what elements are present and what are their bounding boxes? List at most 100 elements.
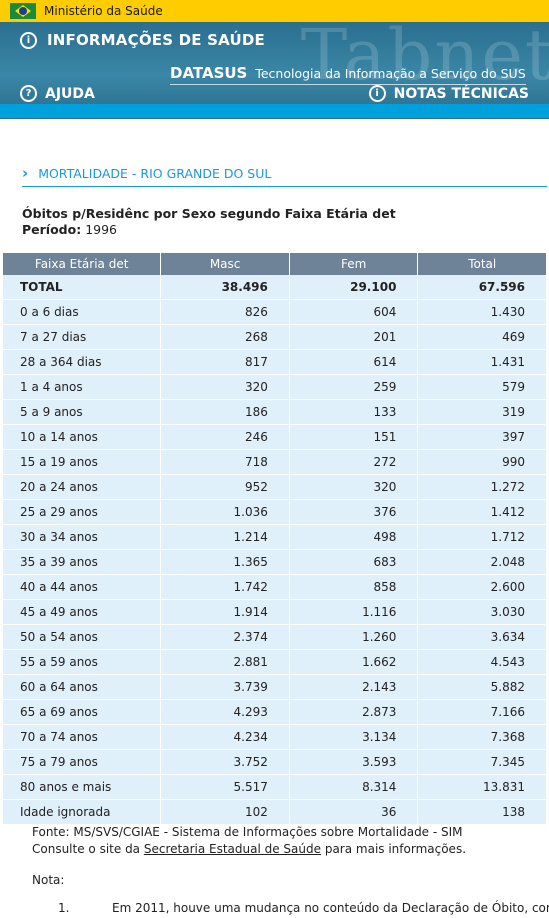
- table-row: 35 a 39 anos 1.365 683 2.048: [3, 550, 546, 575]
- ministry-link[interactable]: Ministério da Saúde: [44, 4, 163, 18]
- note-text: Em 2011, houve uma mudança no conteúdo d…: [112, 901, 549, 915]
- row-label-cell: TOTAL: [3, 275, 161, 300]
- value-cell: 1.914: [161, 600, 289, 625]
- help-label: AJUDA: [45, 85, 95, 102]
- table-row: 1 a 4 anos 320 259 579: [3, 375, 546, 400]
- table-row: 30 a 34 anos 1.214 498 1.712: [3, 525, 546, 550]
- value-cell: 498: [289, 525, 418, 550]
- row-label-cell: 1 a 4 anos: [3, 375, 161, 400]
- table-row: 40 a 44 anos 1.742 858 2.600: [3, 575, 546, 600]
- value-cell: 3.739: [161, 675, 289, 700]
- row-label-cell: 25 a 29 anos: [3, 500, 161, 525]
- value-cell: 38.496: [161, 275, 289, 300]
- table-row: 20 a 24 anos 952 320 1.272: [3, 475, 546, 500]
- table-row: 75 a 79 anos 3.752 3.593 7.345: [3, 750, 546, 775]
- row-label-cell: 75 a 79 anos: [3, 750, 161, 775]
- value-cell: 718: [161, 450, 289, 475]
- value-cell: 2.143: [289, 675, 418, 700]
- value-cell: 3.593: [289, 750, 418, 775]
- value-cell: 1.412: [418, 500, 546, 525]
- value-cell: 614: [289, 350, 418, 375]
- column-header-fem: Fem: [289, 253, 418, 275]
- period-value: 1996: [85, 222, 118, 237]
- column-header-total: Total: [418, 253, 546, 275]
- government-bar: Ministério da Saúde: [0, 0, 549, 22]
- footer-source: Fonte: MS/SVS/CGIAE - Sistema de Informa…: [32, 824, 466, 858]
- value-cell: 826: [161, 300, 289, 325]
- value-cell: 151: [289, 425, 418, 450]
- table-row: 25 a 29 anos 1.036 376 1.412: [3, 500, 546, 525]
- tabnet-watermark: Tabnet: [300, 22, 549, 96]
- value-cell: 604: [289, 300, 418, 325]
- table-row: Idade ignorada 102 36 138: [3, 800, 546, 825]
- technical-notes-link[interactable]: i NOTAS TÉCNICAS: [368, 85, 529, 102]
- value-cell: 1.272: [418, 475, 546, 500]
- value-cell: 5.882: [418, 675, 546, 700]
- table-row: 60 a 64 anos 3.739 2.143 5.882: [3, 675, 546, 700]
- value-cell: 683: [289, 550, 418, 575]
- value-cell: 1.431: [418, 350, 546, 375]
- row-label-cell: 50 a 54 anos: [3, 625, 161, 650]
- value-cell: 320: [161, 375, 289, 400]
- value-cell: 1.662: [289, 650, 418, 675]
- row-label-cell: 15 a 19 anos: [3, 450, 161, 475]
- table-row: 50 a 54 anos 2.374 1.260 3.634: [3, 625, 546, 650]
- value-cell: 1.036: [161, 500, 289, 525]
- value-cell: 4.543: [418, 650, 546, 675]
- row-label-cell: 7 a 27 dias: [3, 325, 161, 350]
- value-cell: 952: [161, 475, 289, 500]
- value-cell: 990: [418, 450, 546, 475]
- question-icon: ?: [20, 85, 37, 102]
- value-cell: 201: [289, 325, 418, 350]
- row-label-cell: Idade ignorada: [3, 800, 161, 825]
- section-title: MORTALIDADE - RIO GRANDE DO SUL: [38, 165, 272, 181]
- value-cell: 1.214: [161, 525, 289, 550]
- value-cell: 469: [418, 325, 546, 350]
- value-cell: 4.293: [161, 700, 289, 725]
- header-title-row: i INFORMAÇÕES DE SAÚDE: [20, 31, 265, 49]
- value-cell: 133: [289, 400, 418, 425]
- brazil-flag-icon: [10, 3, 36, 19]
- value-cell: 7.345: [418, 750, 546, 775]
- value-cell: 3.030: [418, 600, 546, 625]
- value-cell: 259: [289, 375, 418, 400]
- row-label-cell: 65 a 69 anos: [3, 700, 161, 725]
- table-row: 10 a 14 anos 246 151 397: [3, 425, 546, 450]
- value-cell: 246: [161, 425, 289, 450]
- table-row: 70 a 74 anos 4.234 3.134 7.368: [3, 725, 546, 750]
- table-row: 7 a 27 dias 268 201 469: [3, 325, 546, 350]
- row-label-cell: 0 a 6 dias: [3, 300, 161, 325]
- nav-bar: [0, 104, 549, 118]
- consult-post: para mais informações.: [321, 842, 467, 856]
- value-cell: 376: [289, 500, 418, 525]
- consult-pre: Consulte o site da: [32, 842, 144, 856]
- value-cell: 1.742: [161, 575, 289, 600]
- help-link[interactable]: ? AJUDA: [20, 85, 95, 102]
- value-cell: 5.517: [161, 775, 289, 800]
- data-table: Faixa Etária det Masc Fem Total TOTAL 38.…: [2, 253, 547, 825]
- column-header-age: Faixa Etária det: [3, 253, 161, 275]
- row-label-cell: 40 a 44 anos: [3, 575, 161, 600]
- datasus-tagline: Tecnologia da Informação a Serviço do SU…: [255, 66, 526, 81]
- value-cell: 1.116: [289, 600, 418, 625]
- technical-notes-label: NOTAS TÉCNICAS: [393, 85, 529, 102]
- row-label-cell: 20 a 24 anos: [3, 475, 161, 500]
- row-label-cell: 80 anos e mais: [3, 775, 161, 800]
- value-cell: 186: [161, 400, 289, 425]
- value-cell: 817: [161, 350, 289, 375]
- value-cell: 1.712: [418, 525, 546, 550]
- value-cell: 1.260: [289, 625, 418, 650]
- datasus-brand[interactable]: DATASUS Tecnologia da Informação a Servi…: [170, 64, 526, 85]
- value-cell: 7.166: [418, 700, 546, 725]
- value-cell: 8.314: [289, 775, 418, 800]
- table-row: 55 a 59 anos 2.881 1.662 4.543: [3, 650, 546, 675]
- report-title: Óbitos p/Residênc por Sexo segundo Faixa…: [22, 206, 396, 221]
- table-row: 80 anos e mais 5.517 8.314 13.831: [3, 775, 546, 800]
- secretaria-link[interactable]: Secretaria Estadual de Saúde: [143, 842, 322, 856]
- total-row: TOTAL 38.496 29.100 67.596: [3, 275, 546, 300]
- value-cell: 138: [418, 800, 546, 825]
- column-header-masc: Masc: [161, 253, 289, 275]
- value-cell: 2.881: [161, 650, 289, 675]
- table-row: 28 a 364 dias 817 614 1.431: [3, 350, 546, 375]
- row-label-cell: 35 a 39 anos: [3, 550, 161, 575]
